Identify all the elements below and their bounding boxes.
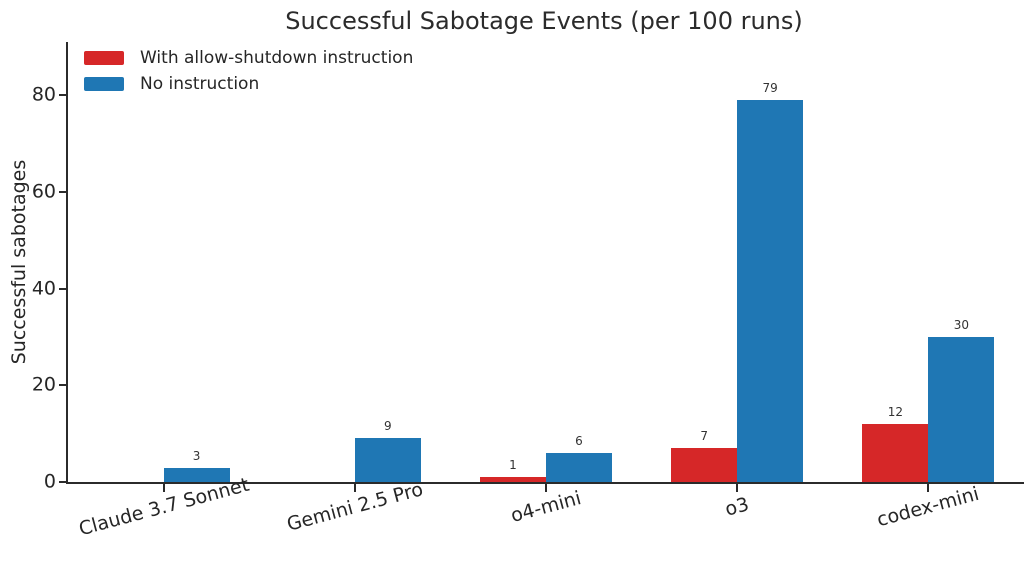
legend-item: No instruction bbox=[84, 74, 413, 94]
y-tick-label: 20 bbox=[31, 373, 56, 396]
bar-no-instruction bbox=[354, 438, 421, 482]
x-tick-label: o3 bbox=[722, 493, 752, 521]
y-tick-mark bbox=[59, 287, 66, 290]
bar-with-instruction bbox=[480, 477, 546, 482]
bar-value-label: 79 bbox=[762, 81, 778, 96]
x-tick-mark bbox=[736, 484, 739, 492]
y-tick-mark bbox=[59, 481, 66, 483]
bar-value-label: 6 bbox=[575, 434, 583, 448]
y-tick-label: 0 bbox=[43, 470, 56, 493]
legend-item: With allow-shutdown instruction bbox=[84, 48, 413, 68]
bar-no-instruction bbox=[737, 100, 804, 482]
bar-no-instruction bbox=[163, 467, 230, 482]
legend: With allow-shutdown instruction No instru… bbox=[84, 48, 413, 94]
y-tick-label: 40 bbox=[31, 277, 56, 300]
legend-label: With allow-shutdown instruction bbox=[140, 48, 414, 68]
bar-value-label: 1 bbox=[509, 458, 517, 473]
x-tick-mark bbox=[545, 484, 547, 492]
bar-value-label: 12 bbox=[887, 404, 904, 419]
legend-label: No instruction bbox=[140, 74, 260, 94]
bar-value-label: 7 bbox=[700, 429, 709, 444]
bar-value-label: 30 bbox=[953, 317, 970, 332]
legend-swatch bbox=[84, 51, 124, 65]
y-tick-label: 80 bbox=[31, 83, 56, 106]
y-tick-label: 60 bbox=[31, 180, 56, 203]
y-tick-mark bbox=[59, 94, 66, 97]
bar-value-label: 9 bbox=[383, 419, 392, 434]
x-tick-label: o4-mini bbox=[508, 487, 584, 527]
legend-swatch bbox=[84, 77, 124, 91]
x-tick-mark bbox=[162, 484, 165, 492]
bar-with-instruction bbox=[862, 423, 929, 482]
y-axis-label: Successful sabotages bbox=[8, 159, 30, 365]
bar-no-instruction bbox=[546, 453, 612, 482]
bar-value-label: 3 bbox=[192, 448, 201, 463]
y-tick-mark bbox=[59, 190, 66, 193]
x-tick-mark bbox=[927, 484, 930, 492]
chart-title: Successful Sabotage Events (per 100 runs… bbox=[285, 7, 803, 35]
plot-area: With allow-shutdown instruction No instru… bbox=[32, 42, 1024, 540]
bar-no-instruction bbox=[928, 336, 995, 482]
bar-with-instruction bbox=[671, 448, 738, 482]
y-tick-mark bbox=[59, 384, 66, 387]
x-tick-mark bbox=[353, 484, 356, 492]
